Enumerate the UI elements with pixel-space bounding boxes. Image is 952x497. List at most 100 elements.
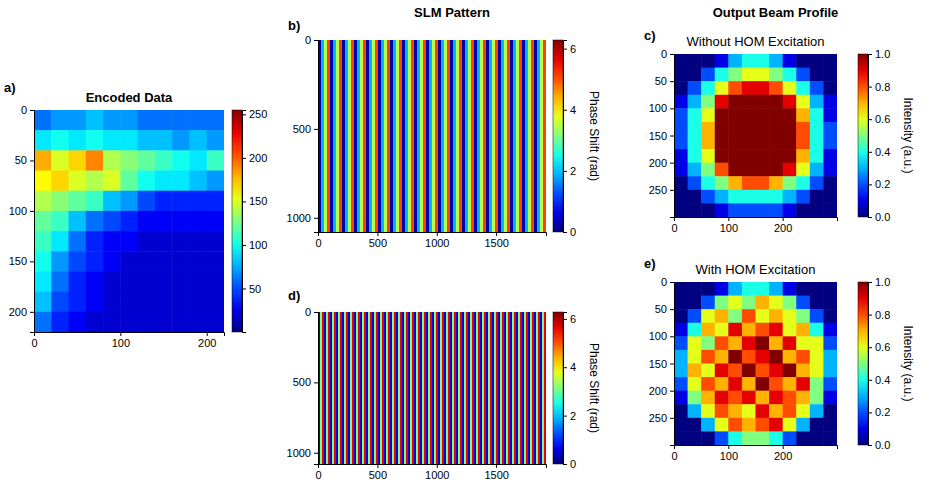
- heatmap-cell: [756, 203, 770, 217]
- tick-mark: [670, 54, 674, 55]
- colorbar: [858, 282, 868, 445]
- heatmap-cell: [688, 404, 702, 418]
- tick-label: 250: [649, 184, 667, 196]
- heatmap-cell: [756, 323, 770, 337]
- tick: 200: [649, 385, 674, 397]
- heatmap-cell: [674, 81, 688, 95]
- heatmap-cell: [69, 171, 87, 192]
- heatmap-cell: [138, 292, 156, 313]
- heatmap-cell: [86, 211, 104, 232]
- colorbar-label: Phase Shift (rad): [587, 91, 601, 181]
- heatmap-cell: [330, 40, 334, 232]
- heatmap-cell: [674, 296, 688, 310]
- heatmap-cell: [408, 40, 412, 232]
- heatmap-cell: [728, 149, 742, 163]
- heatmap-cell: [769, 431, 783, 445]
- heatmap-cell: [69, 110, 87, 131]
- heatmap-cell: [86, 312, 104, 332]
- heatmap-cell: [756, 176, 770, 190]
- heatmap-cell: [756, 404, 770, 418]
- heatmap-cell: [336, 40, 340, 232]
- panel: 01002000501001502002500.00.20.40.60.81.0…: [644, 256, 915, 462]
- heatmap-cell: [688, 190, 702, 204]
- heatmap-cell: [688, 122, 702, 136]
- tick: 200: [198, 332, 216, 349]
- heatmap: [318, 40, 546, 232]
- heatmap-cell: [189, 292, 207, 313]
- axis: 050010001500: [315, 464, 546, 481]
- heatmap-cell: [459, 40, 463, 232]
- heatmap-cell: [769, 176, 783, 190]
- heatmap-cell: [674, 377, 688, 391]
- heatmap-cell: [543, 40, 546, 232]
- tick: 150: [242, 195, 267, 207]
- heatmap-cell: [783, 122, 797, 136]
- tick: 500: [369, 464, 387, 481]
- heatmap-cell: [783, 296, 797, 310]
- tick-label: 1000: [425, 469, 449, 481]
- tick-mark: [30, 110, 34, 111]
- tick-label: 200: [649, 385, 667, 397]
- panel-letter: e): [644, 256, 656, 271]
- heatmap-cell: [674, 149, 688, 163]
- heatmap-cell: [742, 163, 756, 177]
- heatmap-cell: [701, 176, 715, 190]
- tick-mark: [563, 464, 567, 465]
- heatmap-cell: [674, 163, 688, 177]
- heatmap-cell: [674, 418, 688, 432]
- heatmap-cell: [138, 130, 156, 151]
- heatmap-cell: [742, 108, 756, 122]
- heatmap-cell: [701, 163, 715, 177]
- heatmap-cell: [783, 282, 797, 296]
- heatmap-cell: [715, 136, 729, 150]
- heatmap-cell: [728, 95, 742, 109]
- tick-mark: [868, 184, 872, 185]
- heatmap-cell: [715, 122, 729, 136]
- heatmap-cell: [728, 377, 742, 391]
- tick-label: 0: [21, 104, 27, 116]
- heatmap-cell: [728, 404, 742, 418]
- heatmap-cell: [756, 296, 770, 310]
- heatmap-cell: [810, 122, 824, 136]
- heatmap-cell: [207, 191, 224, 212]
- heatmap-cell: [189, 271, 207, 292]
- tick-label: 0: [570, 458, 576, 470]
- heatmap-cell: [69, 130, 87, 151]
- tick-mark: [783, 217, 784, 221]
- heatmap-cell: [715, 282, 729, 296]
- heatmap-cell: [701, 190, 715, 204]
- heatmap-cell: [769, 336, 783, 350]
- axis-line: [314, 41, 319, 233]
- heatmap-cell: [728, 282, 742, 296]
- axis-line: [319, 233, 547, 237]
- heatmap-cell: [51, 130, 69, 151]
- tick: 1500: [484, 232, 508, 249]
- heatmap-cell: [715, 163, 729, 177]
- heatmap-cell: [369, 40, 373, 232]
- heatmap-cell: [796, 391, 810, 405]
- heatmap-cell: [756, 68, 770, 82]
- tick-label: 1500: [484, 237, 508, 249]
- tick-mark: [563, 416, 567, 417]
- tick: 100: [649, 102, 674, 114]
- tick: 2: [563, 165, 576, 177]
- heatmap-cell: [796, 282, 810, 296]
- heatmap-cell: [783, 418, 797, 432]
- tick-mark: [563, 110, 567, 111]
- heatmap-cell: [769, 136, 783, 150]
- heatmap-cell: [51, 312, 69, 332]
- tick: 0: [305, 34, 318, 46]
- tick: 1.0: [868, 276, 890, 288]
- tick-mark: [314, 218, 318, 219]
- heatmap-cell: [155, 292, 173, 313]
- tick-label: 50: [15, 154, 27, 166]
- heatmap-cell: [69, 231, 87, 252]
- heatmap-cell: [783, 81, 797, 95]
- heatmap-cell: [435, 40, 439, 232]
- heatmap-cell: [399, 40, 403, 232]
- heatmap-cell: [674, 323, 688, 337]
- heatmap-cell: [69, 312, 87, 332]
- heatmap-cell: [34, 251, 52, 272]
- tick-mark: [868, 380, 872, 381]
- heatmap-cell: [688, 350, 702, 364]
